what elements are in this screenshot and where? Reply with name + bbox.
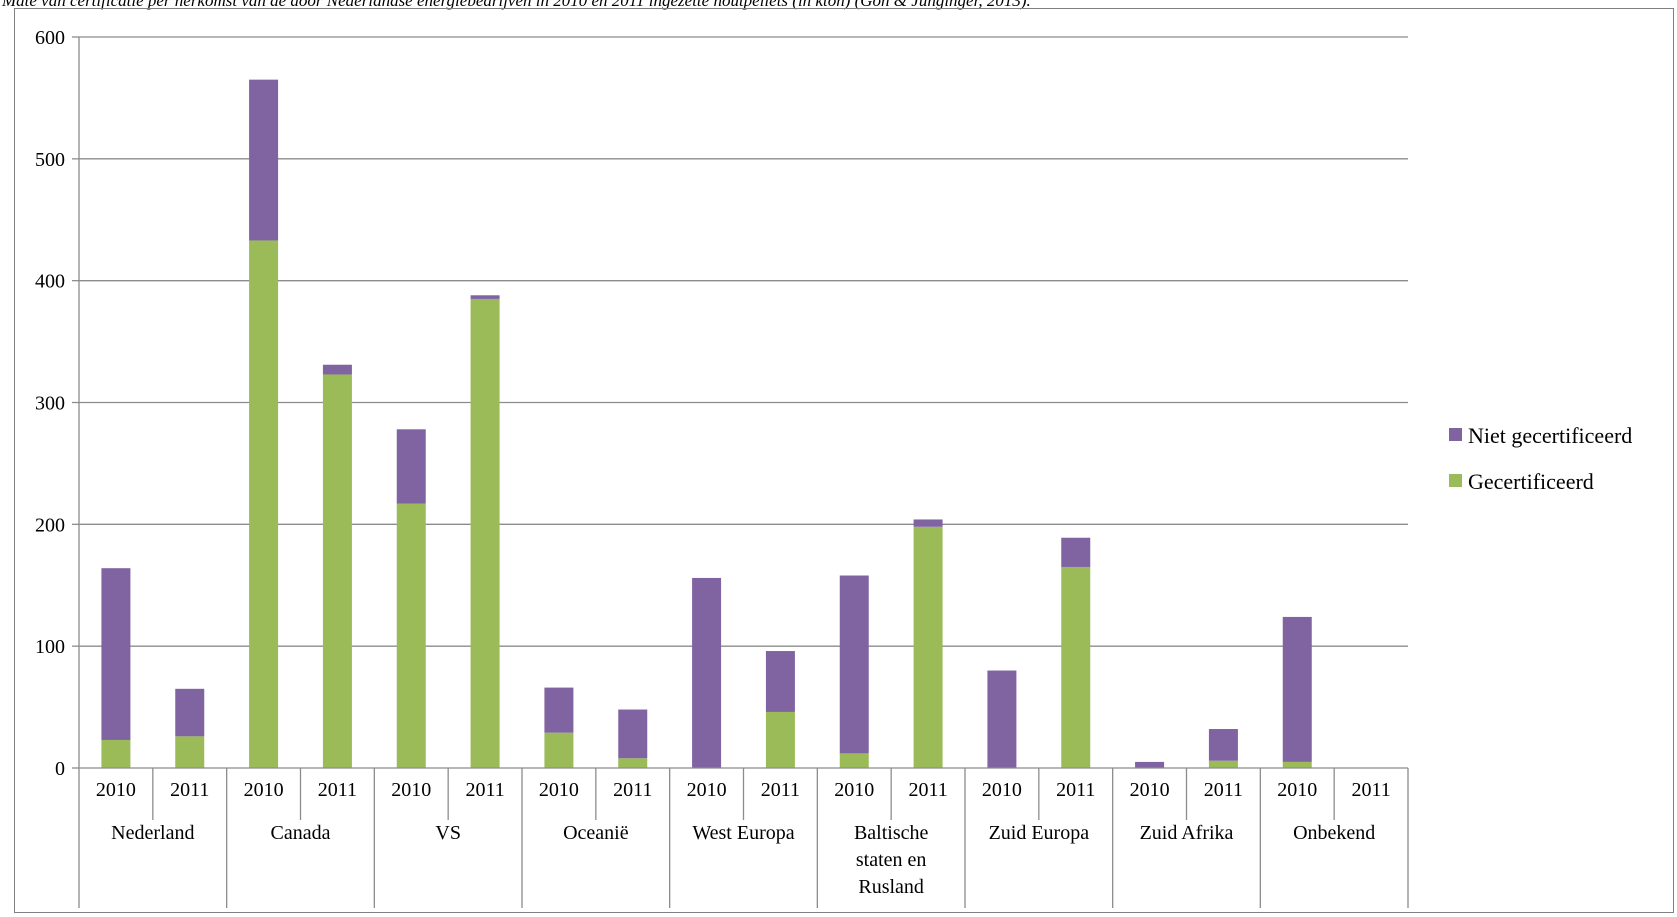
bar-gecertificeerd (1282, 761, 1312, 768)
x-tick-label-year: 2010 (982, 779, 1022, 801)
bar-niet-gecertificeerd (839, 575, 869, 754)
bar-gecertificeerd (1208, 760, 1238, 768)
bar-niet-gecertificeerd (322, 364, 352, 375)
bar-niet-gecertificeerd (618, 709, 648, 759)
x-group-label: VS (435, 822, 461, 844)
bar-niet-gecertificeerd (1135, 761, 1165, 768)
x-group-label: Nederland (111, 822, 194, 844)
bar-gecertificeerd (544, 732, 574, 768)
bar-niet-gecertificeerd (1061, 537, 1091, 567)
y-tick-label: 400 (35, 271, 65, 293)
legend: Niet gecertificeerd Gecertificeerd (1449, 423, 1632, 494)
x-group-label: Canada (271, 822, 331, 844)
x-tick-label-year: 2010 (1130, 779, 1170, 801)
gridlines (79, 36, 1408, 647)
legend-label: Niet gecertificeerd (1468, 423, 1632, 448)
bar-gecertificeerd (396, 503, 426, 768)
bar-niet-gecertificeerd (470, 295, 500, 299)
bar-niet-gecertificeerd (396, 429, 426, 504)
x-group-label: Oceanië (563, 822, 629, 844)
bar-niet-gecertificeerd (987, 670, 1017, 768)
y-tick-label: 500 (35, 149, 65, 171)
bar-niet-gecertificeerd (1208, 729, 1238, 761)
y-tick-label: 0 (55, 758, 65, 780)
x-tick-label-year: 2011 (465, 779, 504, 801)
x-tick-label-year: 2010 (96, 779, 136, 801)
bar-gecertificeerd (1061, 566, 1091, 768)
bar-niet-gecertificeerd (544, 687, 574, 733)
x-tick-label-year: 2011 (613, 779, 652, 801)
bar-niet-gecertificeerd (692, 577, 722, 768)
x-tick-label-year: 2011 (761, 779, 800, 801)
bar-niet-gecertificeerd (101, 568, 131, 740)
figure-caption: Mate van certificatie per herkomst van d… (2, 0, 1031, 10)
labels: 0 100 200 300 400 500 600 2010 2011 2010 2011 2010 2… (35, 27, 1391, 898)
x-tick-label-year: 2011 (1056, 779, 1095, 801)
x-group-label: West Europa (692, 822, 794, 844)
axes (72, 36, 1409, 908)
bar-gecertificeerd (175, 736, 205, 768)
y-tick-label: 200 (35, 514, 65, 536)
bar-gecertificeerd (249, 240, 279, 768)
legend-swatch (1449, 474, 1462, 487)
bar-gecertificeerd (101, 739, 131, 768)
x-tick-label-year: 2010 (391, 779, 431, 801)
bar-niet-gecertificeerd (765, 651, 795, 712)
y-tick-label: 100 (35, 636, 65, 658)
x-tick-label-year: 2011 (170, 779, 209, 801)
x-tick-label-year: 2011 (1351, 779, 1390, 801)
x-tick-label-year: 2010 (539, 779, 579, 801)
x-tick-label-year: 2011 (908, 779, 947, 801)
bar-gecertificeerd (765, 711, 795, 768)
x-group-label: Onbekend (1293, 822, 1375, 844)
bar-niet-gecertificeerd (1282, 616, 1312, 762)
chart-frame (14, 8, 1674, 913)
bar-niet-gecertificeerd (913, 519, 943, 527)
y-tick-label: 600 (35, 27, 65, 49)
x-group-label: Baltische staten en Rusland (854, 822, 929, 898)
y-tick-label: 300 (35, 393, 65, 415)
x-group-label: Zuid Europa (989, 822, 1090, 844)
bar-gecertificeerd (839, 753, 869, 768)
x-tick-label-year: 2010 (1277, 779, 1317, 801)
x-tick-label-year: 2011 (318, 779, 357, 801)
x-tick-label-year: 2011 (1204, 779, 1243, 801)
x-tick-label-year: 2010 (244, 779, 284, 801)
legend-swatch (1449, 428, 1462, 441)
bar-niet-gecertificeerd (175, 688, 205, 737)
x-tick-label-year: 2010 (834, 779, 874, 801)
bar-gecertificeerd (913, 526, 943, 768)
x-group-label: Zuid Afrika (1140, 822, 1234, 844)
legend-label: Gecertificeerd (1468, 469, 1594, 494)
bar-gecertificeerd (470, 298, 500, 768)
x-tick-label-year: 2010 (687, 779, 727, 801)
bars (101, 79, 1312, 768)
bar-gecertificeerd (618, 758, 648, 768)
bar-gecertificeerd (322, 374, 352, 768)
bar-niet-gecertificeerd (249, 79, 279, 241)
